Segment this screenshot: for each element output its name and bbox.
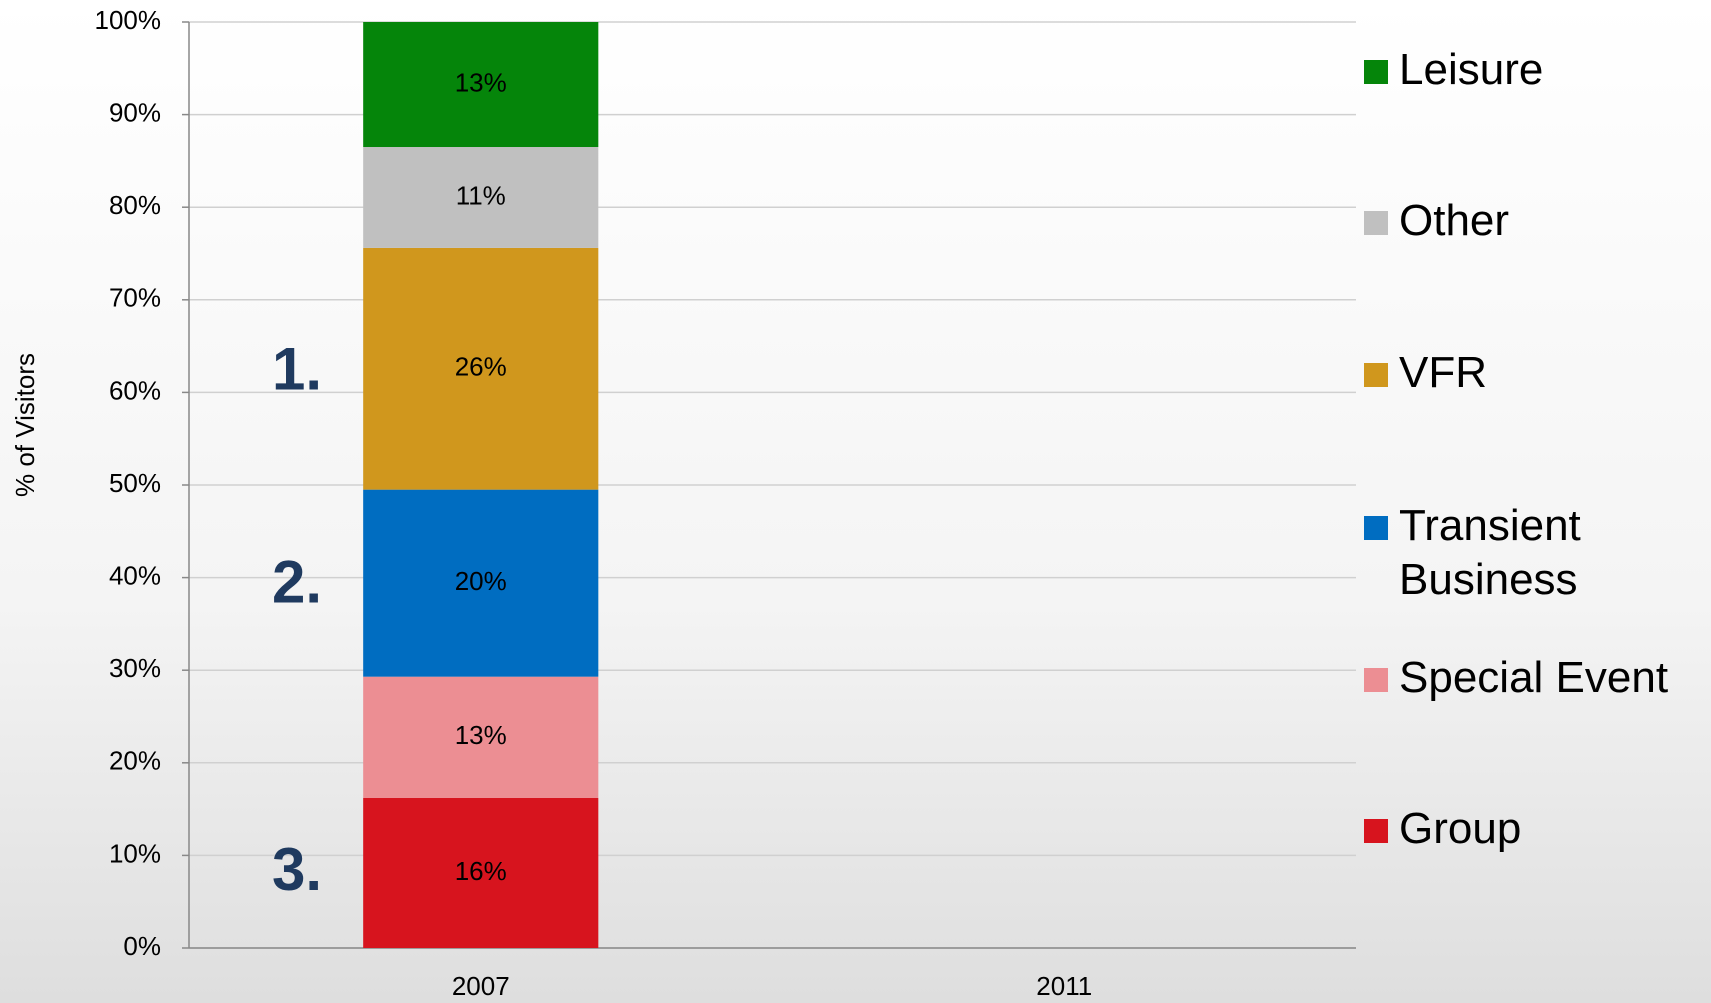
data-label: 26% [455,352,507,382]
bar-segment [363,676,599,798]
y-tick-label: 20% [109,746,161,776]
y-tick-label: 100% [95,5,162,35]
legend-label: Leisure [1399,45,1544,94]
y-tick-label: 40% [109,560,161,590]
x-tick-label: 2011 [1036,971,1092,1001]
bar-segment [363,147,599,248]
y-tick-label: 90% [109,97,161,127]
legend-swatch [1364,516,1388,540]
bar-segment [363,247,599,490]
y-axis-label: % of Visitors [10,353,40,497]
legend-label: Special Event [1399,653,1669,702]
legend-swatch [1364,211,1388,235]
x-tick-label: 2007 [452,971,510,1001]
y-tick-label: 60% [109,375,161,405]
legend-swatch [1364,668,1388,692]
data-label: 20% [455,566,507,596]
bar-segment [363,797,599,948]
legend-swatch [1364,60,1388,84]
annotation: 1. [272,336,322,403]
y-tick-label: 0% [123,931,161,961]
data-label: 13% [455,67,507,97]
bar-segment [363,489,599,677]
data-label: 13% [455,720,507,750]
bar-segment [363,22,599,148]
data-label: 16% [455,856,507,886]
annotation: 2. [272,549,322,616]
y-tick-label: 10% [109,838,161,868]
legend-label: Other [1399,196,1510,245]
legend-label: VFR [1399,348,1487,397]
legend-swatch [1364,819,1388,843]
y-tick-label: 70% [109,283,161,313]
annotation: 3. [272,836,322,903]
y-tick-label: 80% [109,190,161,220]
legend-label: Transient Business [1399,501,1581,604]
y-tick-label: 30% [109,653,161,683]
y-tick-label: 50% [109,468,161,498]
data-label: 11% [456,180,506,210]
legend-label: Group [1399,804,1522,853]
legend-swatch [1364,363,1388,387]
